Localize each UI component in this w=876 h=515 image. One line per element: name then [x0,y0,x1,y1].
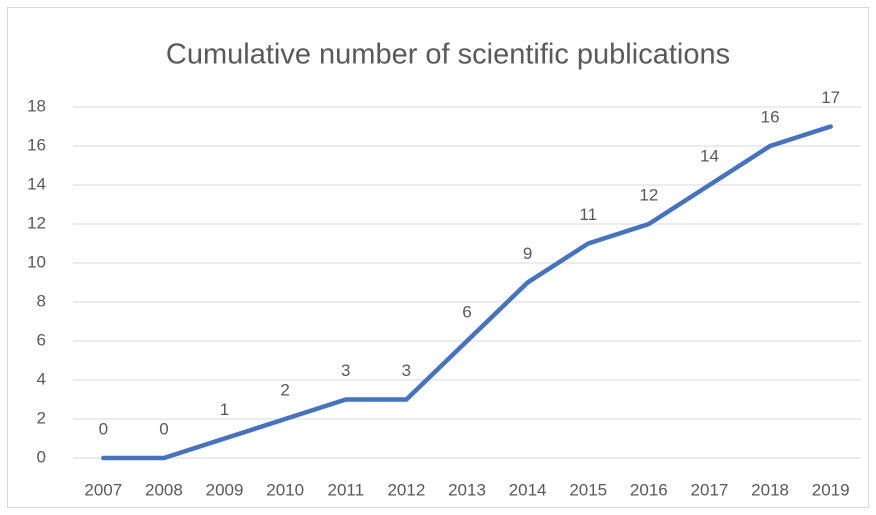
y-tick-label: 4 [37,369,46,388]
x-tick-label: 2016 [630,480,668,499]
line [101,124,833,461]
x-tick-label: 2015 [569,480,607,499]
y-tick-label: 18 [27,96,46,115]
y-tick-label: 10 [27,252,46,271]
data-label: 17 [821,88,840,107]
x-tick-label: 2017 [691,480,729,499]
data-label: 2 [280,380,289,399]
y-tick-label: 2 [37,408,46,427]
x-tick-label: 2014 [509,480,547,499]
data-label: 6 [462,302,471,321]
y-tick-label: 6 [37,330,46,349]
y-tick-label: 14 [27,174,46,193]
data-label: 9 [523,244,532,263]
data-label: 11 [579,205,597,224]
x-tick-label: 2013 [448,480,486,499]
chart-frame [7,7,869,508]
y-tick-label: 0 [37,447,46,466]
data-label: 3 [402,361,411,380]
y-tick-label: 12 [27,213,46,232]
y-tick-label: 8 [37,291,46,310]
x-tick-label: 2007 [84,480,122,499]
x-tick-label: 2012 [387,480,425,499]
data-label: 0 [159,419,168,438]
x-tick-label: 2019 [812,480,850,499]
x-tick-label: 2009 [206,480,244,499]
data-label: 14 [700,146,719,165]
x-tick-label: 2011 [327,480,364,499]
data-label: 16 [761,107,780,126]
data-label: 12 [639,185,658,204]
y-tick-label: 16 [27,135,46,154]
x-tick-label: 2008 [145,480,183,499]
data-label: 3 [341,361,350,380]
chart-title: Cumulative number of scientific publicat… [166,39,730,71]
x-tick-label: 2010 [266,480,304,499]
x-tick-label: 2018 [751,480,789,499]
data-label: 1 [220,400,229,419]
data-label: 0 [99,419,108,438]
